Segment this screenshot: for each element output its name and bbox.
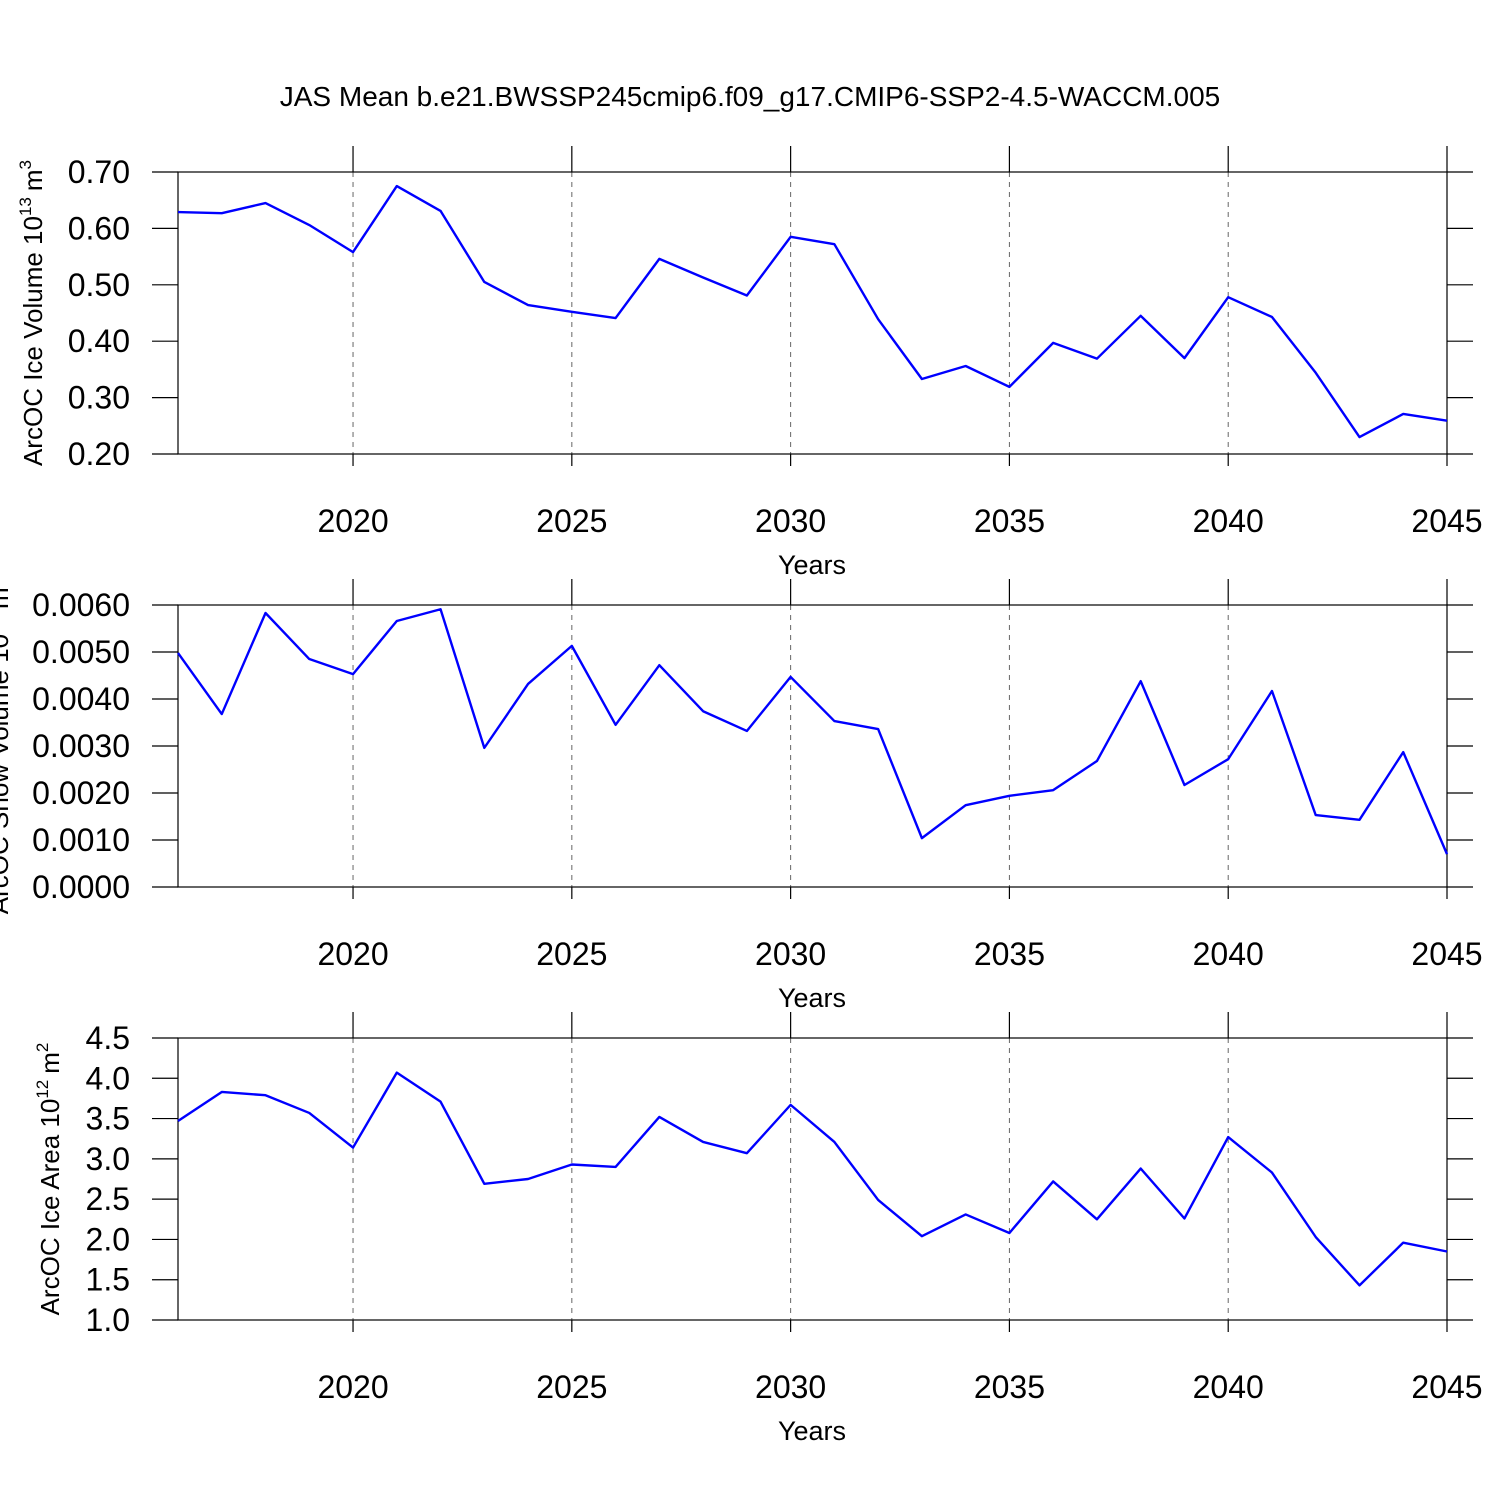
y-tick-label: 2.5 [86,1181,130,1217]
y-axis-label: ArcOC Ice Volume 1013 m3 [16,160,48,466]
x-axis-label: Years [778,983,846,1013]
panel: 0.0000 0.0010 0.0020 0.0030 0.0040 0.0050 0.00… [0,578,1483,1013]
y-tick-label: 0.0010 [32,822,130,858]
x-tick-label: 2035 [974,503,1045,539]
x-tick-label: 2025 [536,936,607,972]
y-tick-label: 3.5 [86,1101,130,1137]
y-tick-label: 3.0 [86,1141,130,1177]
y-tick-label: 0.30 [68,380,130,416]
y-tick-label: 1.5 [86,1262,130,1298]
x-tick-label: 2020 [317,503,388,539]
x-tick-label: 2030 [755,503,826,539]
x-axis-label: Years [778,1416,846,1446]
x-tick-label: 2040 [1193,1369,1264,1405]
y-tick-label: 2.0 [86,1221,130,1257]
data-line [177,184,1448,439]
x-axis-label: Years [778,550,846,580]
x-tick-label: 2025 [536,1369,607,1405]
y-axis-label-unit-exp: 3 [0,578,1,587]
y-axis-label-exp: 13 [16,197,35,216]
y-tick-label: 0.0020 [32,775,130,811]
x-tick-label: 2045 [1411,1369,1482,1405]
x-tick-label: 2025 [536,503,607,539]
y-tick-label: 0.40 [68,323,130,359]
y-tick-label: 0.20 [68,436,130,472]
y-axis-label-exp: 13 [0,615,1,634]
y-axis-label-unit-exp: 3 [16,160,35,169]
data-line [177,1071,1448,1287]
data-line [177,608,1449,855]
panel: JAS Mean b.e21.BWSSP245cmip6.f09_g17.CMI… [16,81,1483,580]
chart-title: JAS Mean b.e21.BWSSP245cmip6.f09_g17.CMI… [280,81,1221,112]
y-tick-label: 0.0000 [32,869,130,905]
y-tick-label: 1.0 [86,1302,130,1338]
y-tick-label: 0.0060 [32,587,130,623]
y-tick-label: 0.0050 [32,634,130,670]
x-tick-label: 2045 [1411,503,1482,539]
plot-frame [177,171,1448,455]
y-axis-label: ArcOC Ice Area 1012 m2 [33,1043,65,1316]
panel: 1.0 1.5 2.0 2.5 3.0 3.5 4.0 4.5 2020 2025 2030 2035… [33,1012,1483,1446]
y-axis-label-unit: m [18,169,48,191]
x-tick-label: 2030 [755,936,826,972]
x-tick-label: 2020 [317,936,388,972]
y-tick-label: 0.0030 [32,728,130,764]
y-axis-label-unit-exp: 2 [33,1043,52,1052]
y-tick-label: 4.5 [86,1020,130,1056]
y-tick-label: 0.50 [68,267,130,303]
plot-frame [177,1037,1448,1321]
x-tick-label: 2020 [317,1369,388,1405]
x-tick-label: 2035 [974,936,1045,972]
y-axis-label-text: ArcOC Ice Area 10 [35,1099,65,1316]
y-axis-label-unit: m [0,587,14,609]
plot-frame [177,604,1448,888]
x-tick-label: 2035 [974,1369,1045,1405]
y-tick-label: 0.70 [68,154,130,190]
y-axis-label: ArcOC Snow Volume 1013 m3 [0,578,14,914]
y-axis-label-text: ArcOC Snow Volume 10 [0,634,14,914]
y-tick-label: 0.0040 [32,681,130,717]
x-tick-label: 2040 [1193,503,1264,539]
y-tick-label: 4.0 [86,1060,130,1096]
x-tick-label: 2045 [1411,936,1482,972]
y-axis-label-text: ArcOC Ice Volume 10 [18,216,48,466]
x-tick-label: 2030 [755,1369,826,1405]
x-tick-label: 2040 [1193,936,1264,972]
y-tick-label: 0.60 [68,210,130,246]
y-axis-label-exp: 12 [33,1080,52,1099]
y-axis-label-unit: m [35,1052,65,1074]
